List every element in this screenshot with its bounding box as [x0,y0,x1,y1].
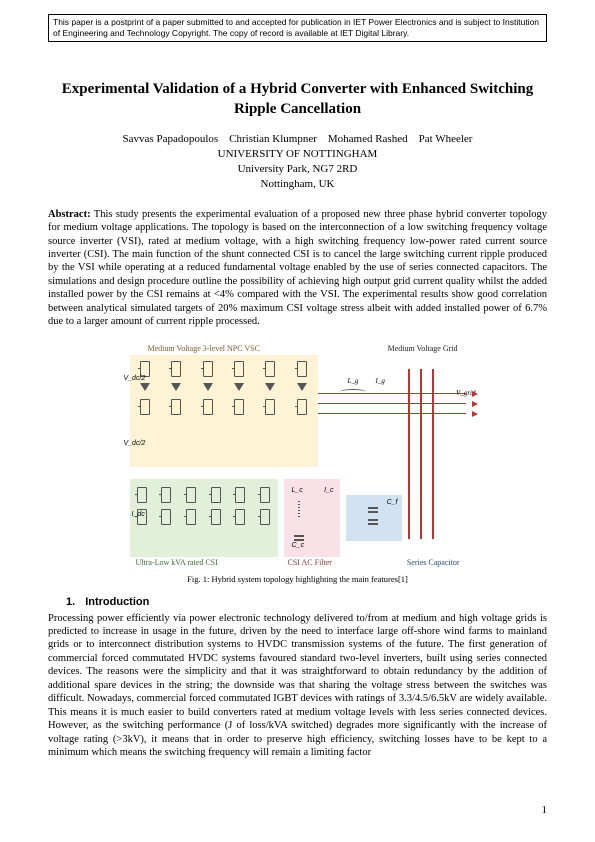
inductor-lg [340,389,366,395]
cf-label: C_f [387,499,398,506]
idc-label: I_dc [132,511,145,518]
grid-wire-h3 [318,413,466,414]
affil-city: Nottingham, UK [261,178,335,190]
copyright-notice: This paper is a postprint of a paper sub… [48,14,547,42]
grid-wire-h2 [318,403,466,404]
abstract-label: Abstract: [48,209,91,220]
affil-address: University Park, NG7 2RD [238,163,358,175]
figure-1: V_dc/2 V_dc/2 I_dc L_c I_c C_c C_f L_g I… [118,341,478,571]
arrow-icon [472,411,478,417]
section-1-heading: 1. Introduction [66,596,547,608]
vdc-top-label: V_dc/2 [124,375,146,382]
abstract-paragraph: Abstract: This study presents the experi… [48,208,547,329]
arrow-icon [472,391,478,397]
affil-university: UNIVERSITY OF NOTTINGHAM [218,148,378,160]
csi-block: I_dc [130,479,278,557]
grid-label: Medium Voltage Grid [388,344,458,353]
lg-label: L_g [348,377,359,385]
introduction-text: Processing power efficiently via power e… [48,612,547,760]
filter-block: L_c I_c C_c [284,479,340,557]
section-1-title: Introduction [85,596,149,608]
page-number: 1 [542,804,548,816]
grid-bus-1 [408,369,410,539]
affiliation: UNIVERSITY OF NOTTINGHAM University Park… [48,147,547,192]
ig-label: I_g [376,377,385,385]
figure-1-caption: Fig. 1: Hybrid system topology highlight… [48,574,547,584]
lc-label: L_c [292,487,303,494]
abstract-text: This study presents the experimental eva… [48,209,547,328]
arrow-icon [472,401,478,407]
ic-label: I_c [324,487,333,494]
vsc-label: Medium Voltage 3-level NPC VSC [148,344,260,353]
csi-label: Ultra-Low kVA rated CSI [136,558,218,567]
series-cap-block: C_f [346,495,402,541]
vdc-bot-label: V_dc/2 [124,440,146,447]
grid-bus-3 [432,369,434,539]
cc-label: C_c [292,542,304,549]
author-list: Savvas Papadopoulos Christian Klumpner M… [48,133,547,145]
filter-label: CSI AC Filter [288,558,332,567]
paper-title: Experimental Validation of a Hybrid Conv… [48,80,547,119]
vsc-block: V_dc/2 V_dc/2 [130,355,318,467]
section-1-number: 1. [66,596,75,608]
series-cap-label: Series Capacitor [407,558,460,567]
grid-bus-2 [420,369,422,539]
